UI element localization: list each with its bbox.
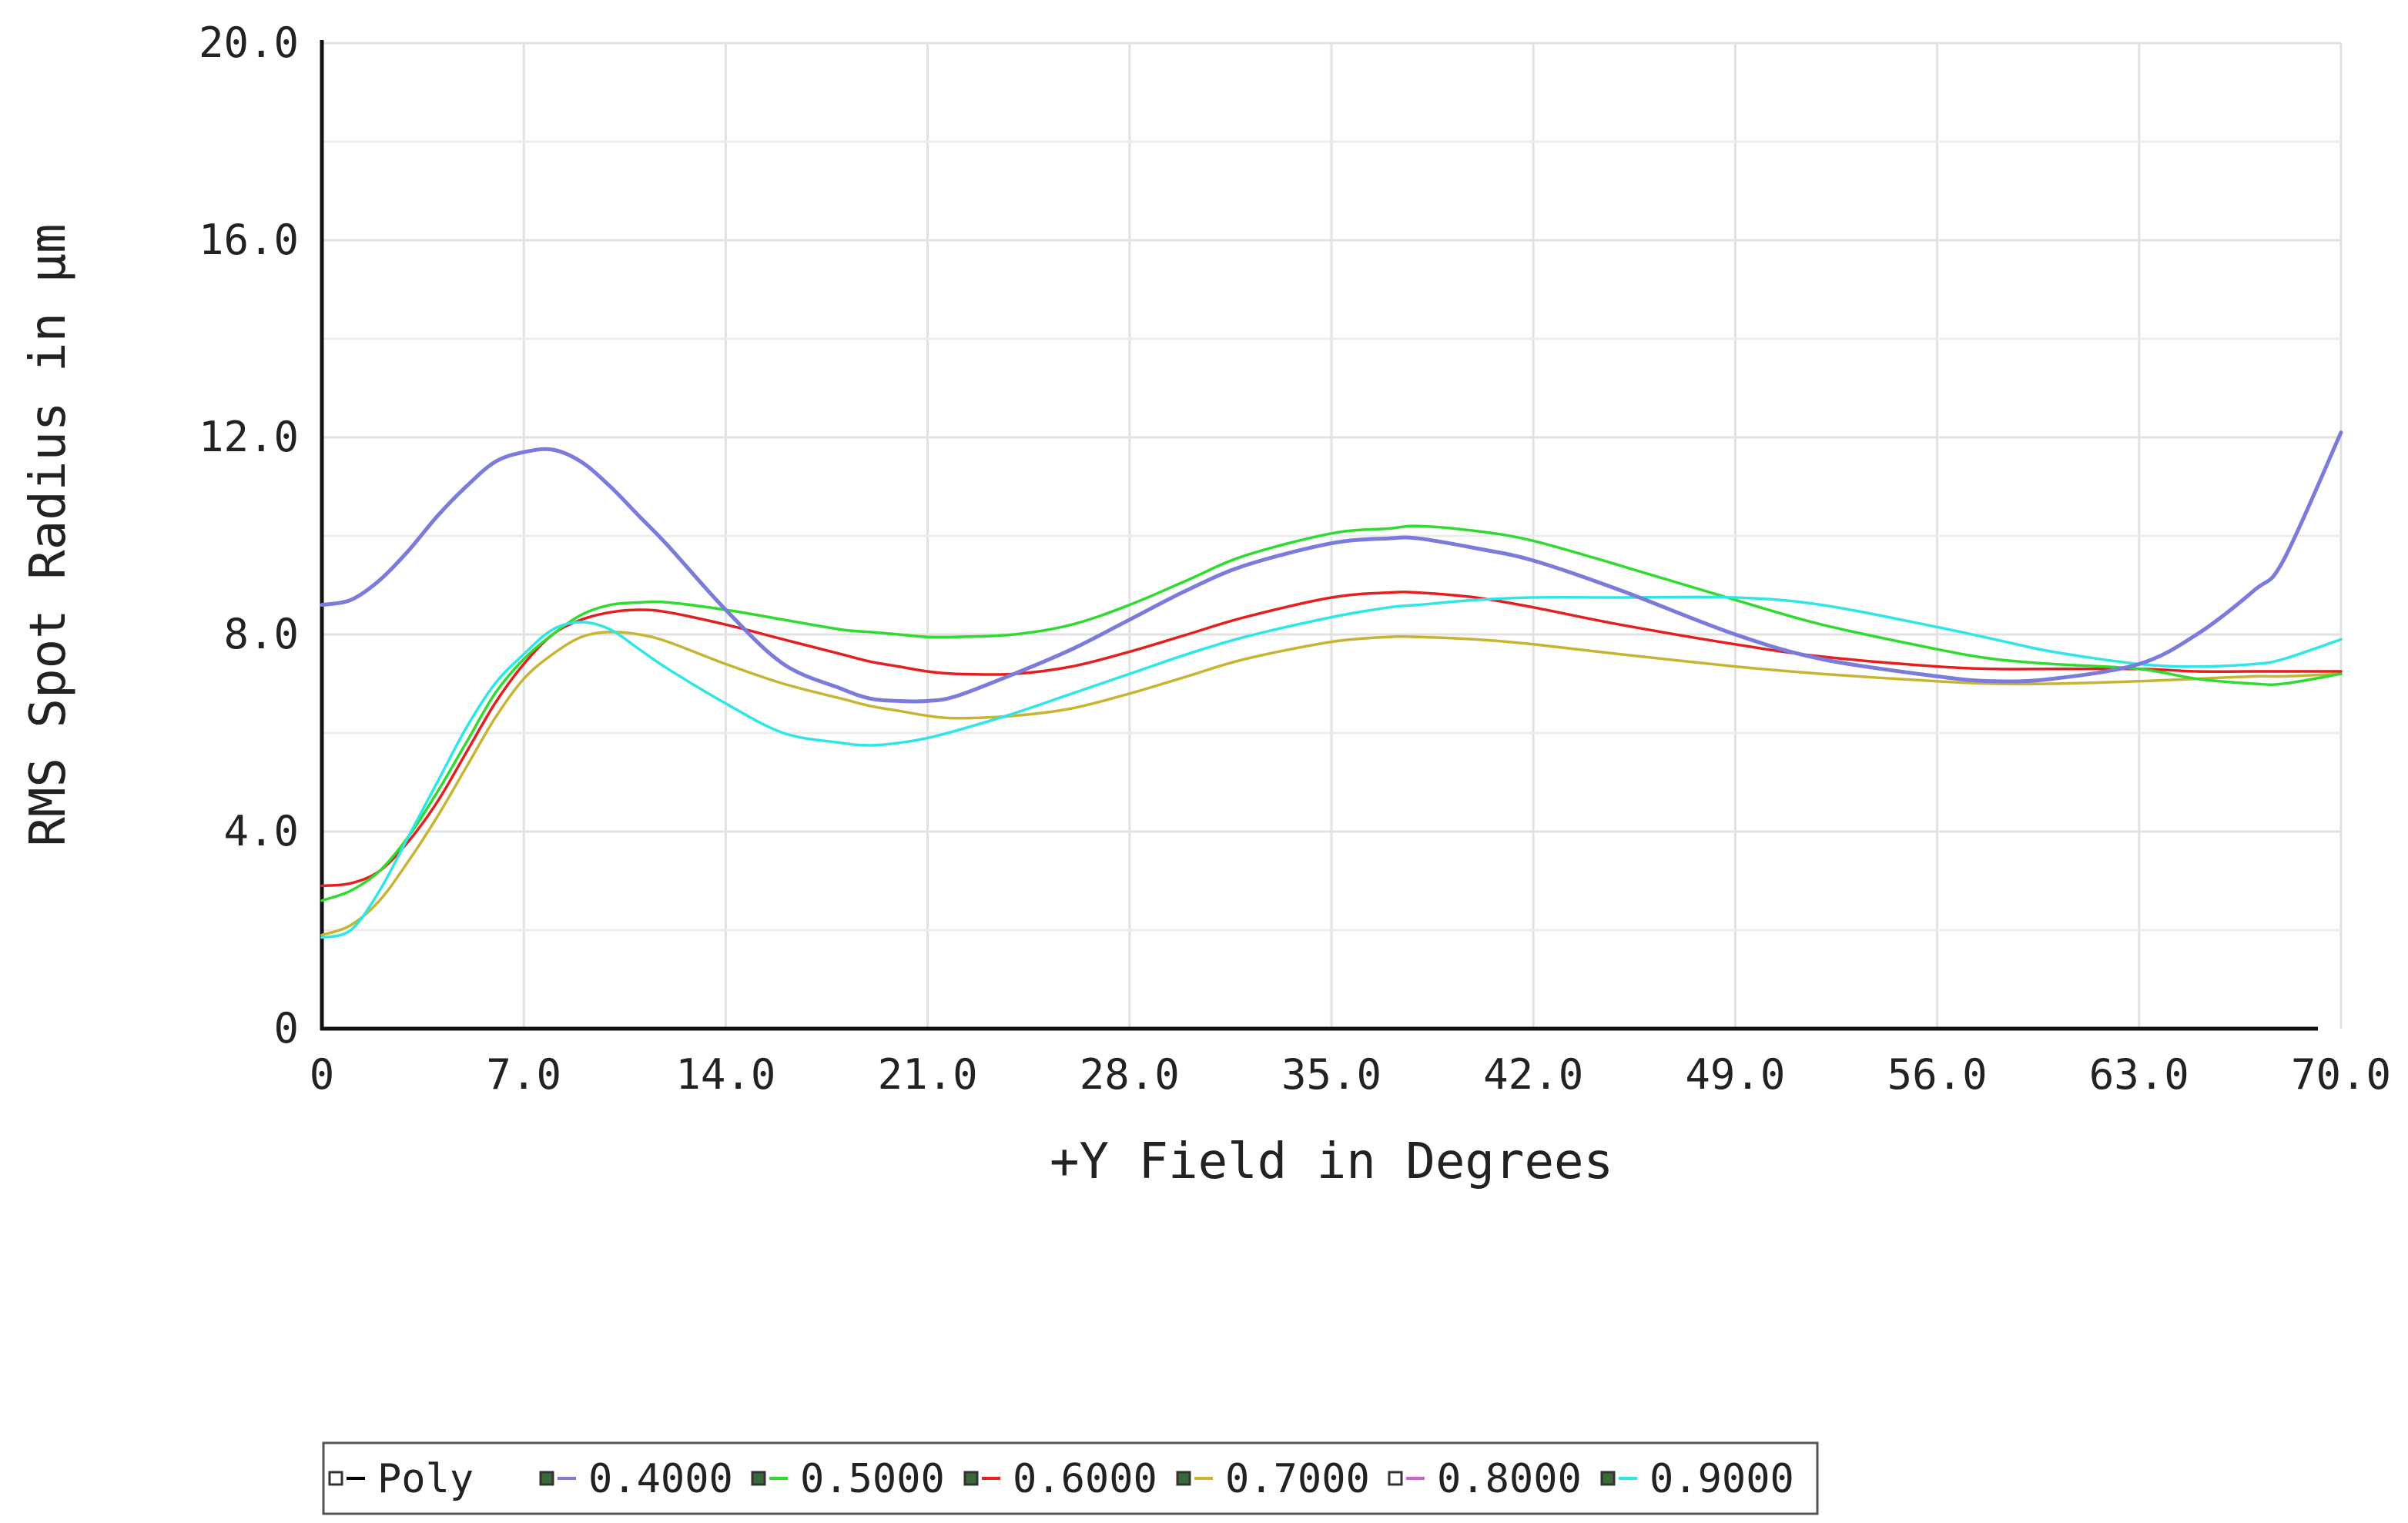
x-tick-label: 21.0: [878, 1050, 978, 1099]
legend-marker: [328, 1471, 343, 1486]
legend: Poly 0.4000 0.5000 0.6000 0.7000 0.8000 0.9000: [322, 1441, 1819, 1515]
x-tick-label: 0: [310, 1050, 335, 1099]
legend-label: 0.7000: [1225, 1456, 1370, 1502]
y-tick-label: 20.0: [199, 18, 299, 67]
y-tick-label: 12.0: [199, 413, 299, 461]
legend-entry: 0.9000: [1600, 1456, 1794, 1502]
x-tick-label: 7.0: [486, 1050, 561, 1099]
y-tick-label: 8.0: [223, 610, 299, 658]
legend-entry: 0.4000: [539, 1456, 733, 1502]
x-tick-label: 42.0: [1483, 1050, 1583, 1099]
legend-marker: [1600, 1471, 1616, 1486]
x-tick-label: 63.0: [2089, 1050, 2189, 1099]
series-line-0.6000: [320, 591, 2343, 888]
legend-label: 0.9000: [1649, 1456, 1794, 1502]
legend-entry: 0.5000: [751, 1456, 945, 1502]
legend-label: 0.6000: [1013, 1456, 1157, 1502]
legend-label: 0.4000: [588, 1456, 733, 1502]
legend-label: 0.5000: [800, 1456, 945, 1502]
legend-marker: [963, 1471, 979, 1486]
x-tick-label: 70.0: [2291, 1050, 2391, 1099]
x-axis-title: +Y Field in Degrees: [1050, 1133, 1613, 1190]
series-line-0.5000: [320, 524, 2343, 902]
y-tick-label: 0: [273, 1004, 299, 1053]
grid-lines: [322, 42, 2343, 1029]
legend-entry: Poly: [328, 1456, 474, 1502]
legend-marker: [1388, 1471, 1403, 1486]
y-tick-labels: 0 4.0 8.0 12.0 16.0 20.0: [199, 18, 299, 1053]
x-tick-label: 28.0: [1080, 1050, 1180, 1099]
x-tick-labels: 0 7.0 14.0 21.0 28.0 35.0 42.0 49.0 56.0 63.0 70.0: [310, 1050, 2391, 1099]
legend-entry: 0.8000: [1388, 1456, 1582, 1502]
x-tick-label: 56.0: [1887, 1050, 1988, 1099]
legend-label: Poly: [377, 1456, 474, 1502]
series-line-0.7000: [320, 630, 2343, 937]
series-line-0.4000: [320, 430, 2343, 704]
legend-marker: [751, 1471, 766, 1486]
legend-label: 0.8000: [1437, 1456, 1582, 1502]
y-tick-label: 16.0: [199, 216, 299, 264]
legend-entry: 0.7000: [1176, 1456, 1370, 1502]
series-line-0.9000: [320, 595, 2343, 939]
x-tick-label: 35.0: [1281, 1050, 1382, 1099]
y-axis-title: RMS Spot Radius in µm: [20, 223, 77, 846]
x-tick-label: 49.0: [1685, 1050, 1785, 1099]
legend-marker: [1176, 1471, 1191, 1486]
y-tick-label: 4.0: [223, 807, 299, 855]
axes: [320, 40, 2318, 1031]
legend-marker: [539, 1471, 554, 1486]
legend-entry: 0.6000: [963, 1456, 1157, 1502]
x-tick-label: 14.0: [675, 1050, 775, 1099]
data-series: [320, 430, 2343, 939]
